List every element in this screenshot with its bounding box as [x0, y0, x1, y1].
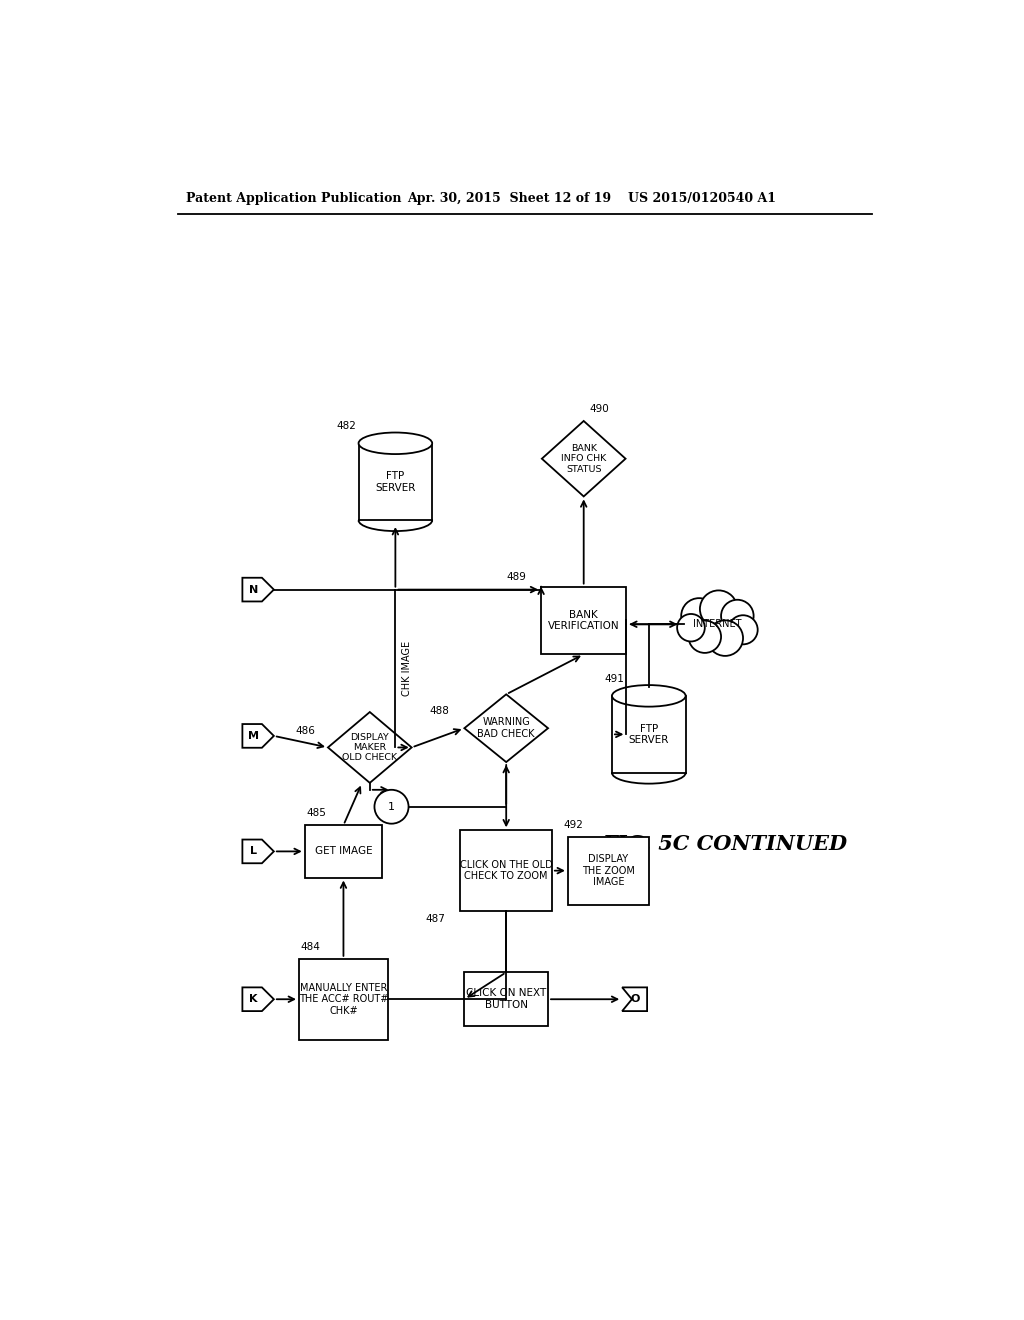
- Text: K: K: [249, 994, 257, 1005]
- FancyBboxPatch shape: [464, 973, 548, 1026]
- Polygon shape: [243, 725, 273, 747]
- FancyBboxPatch shape: [612, 696, 686, 774]
- Text: Apr. 30, 2015  Sheet 12 of 19: Apr. 30, 2015 Sheet 12 of 19: [407, 191, 611, 205]
- Text: M: M: [248, 731, 259, 741]
- Circle shape: [728, 615, 758, 644]
- FancyBboxPatch shape: [541, 586, 627, 655]
- Polygon shape: [542, 421, 626, 496]
- Polygon shape: [328, 711, 412, 783]
- Polygon shape: [243, 578, 273, 602]
- Text: 485: 485: [306, 808, 326, 818]
- Text: 492: 492: [564, 820, 584, 829]
- Text: 491: 491: [604, 675, 624, 684]
- Text: DISPLAY
THE ZOOM
IMAGE: DISPLAY THE ZOOM IMAGE: [582, 854, 635, 887]
- Text: GET IMAGE: GET IMAGE: [314, 846, 373, 857]
- FancyBboxPatch shape: [358, 444, 432, 520]
- Text: CHK IMAGE: CHK IMAGE: [401, 642, 412, 696]
- Text: 482: 482: [337, 421, 356, 432]
- Text: FTP
SERVER: FTP SERVER: [629, 723, 669, 746]
- Circle shape: [708, 620, 743, 656]
- Polygon shape: [243, 987, 273, 1011]
- Text: 487: 487: [426, 913, 445, 924]
- Text: 1: 1: [388, 801, 395, 812]
- Polygon shape: [623, 987, 647, 1011]
- Polygon shape: [464, 694, 548, 762]
- Text: MANUALLY ENTER
THE ACC# ROUT#
CHK#: MANUALLY ENTER THE ACC# ROUT# CHK#: [299, 982, 388, 1016]
- Text: CLICK ON NEXT
BUTTON: CLICK ON NEXT BUTTON: [466, 989, 547, 1010]
- Text: 489: 489: [506, 573, 526, 582]
- Text: US 2015/0120540 A1: US 2015/0120540 A1: [628, 191, 776, 205]
- FancyBboxPatch shape: [305, 825, 382, 878]
- FancyBboxPatch shape: [299, 958, 388, 1040]
- Text: FTP
SERVER: FTP SERVER: [375, 471, 416, 492]
- Text: DISPLAY
MAKER
OLD CHECK: DISPLAY MAKER OLD CHECK: [342, 733, 397, 763]
- Circle shape: [677, 614, 705, 642]
- Circle shape: [683, 590, 752, 659]
- Text: BANK
VERIFICATION: BANK VERIFICATION: [548, 610, 620, 631]
- Text: CLICK ON THE OLD
CHECK TO ZOOM: CLICK ON THE OLD CHECK TO ZOOM: [460, 859, 553, 882]
- Text: FIG. 5C CONTINUED: FIG. 5C CONTINUED: [602, 834, 847, 854]
- Text: BANK
INFO CHK
STATUS: BANK INFO CHK STATUS: [561, 444, 606, 474]
- Circle shape: [688, 620, 721, 653]
- Text: 486: 486: [295, 726, 315, 735]
- Text: Patent Application Publication: Patent Application Publication: [186, 191, 401, 205]
- Text: 488: 488: [429, 706, 450, 717]
- Text: 490: 490: [590, 404, 609, 413]
- Ellipse shape: [358, 433, 432, 454]
- Text: O: O: [631, 994, 640, 1005]
- Circle shape: [375, 789, 409, 824]
- Polygon shape: [243, 840, 273, 863]
- Text: N: N: [249, 585, 258, 594]
- Text: 484: 484: [300, 941, 321, 952]
- Circle shape: [681, 598, 717, 634]
- Ellipse shape: [612, 685, 686, 706]
- Text: INTERNET: INTERNET: [693, 619, 741, 630]
- FancyBboxPatch shape: [461, 830, 552, 911]
- Circle shape: [700, 590, 737, 627]
- FancyBboxPatch shape: [568, 837, 649, 904]
- Text: WARNING
BAD CHECK: WARNING BAD CHECK: [477, 717, 535, 739]
- Text: L: L: [250, 846, 257, 857]
- Circle shape: [721, 599, 754, 632]
